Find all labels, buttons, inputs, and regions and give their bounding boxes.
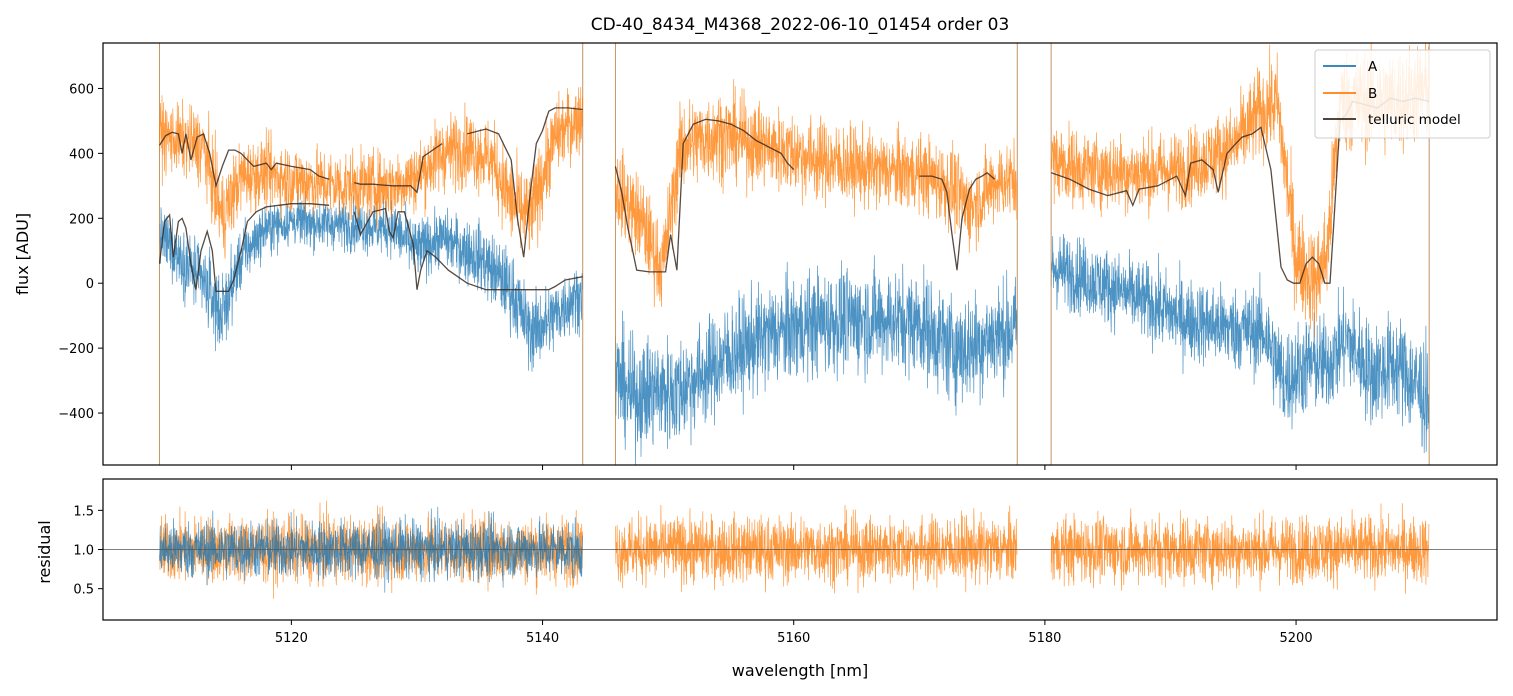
chart-title: CD-40_8434_M4368_2022-06-10_01454 order … [591, 15, 1010, 35]
residual-axis-label: residual [35, 520, 54, 583]
flux-plot-area [158, 43, 1430, 465]
residual-xtick-label: 5120 [275, 631, 308, 646]
residual-plot-area [103, 500, 1497, 599]
legend-box [1314, 49, 1491, 139]
residual-xtick-label: 5200 [1280, 631, 1313, 646]
flux-ytick-label: 0 [86, 277, 94, 292]
residual-ytick-label: 1.0 [73, 544, 94, 559]
flux-ytick-label: 400 [69, 147, 94, 162]
residual-xtick-label: 5140 [526, 631, 559, 646]
telluric-model-line-b [158, 97, 1430, 284]
flux-axis-label: flux [ADU] [13, 213, 32, 295]
legend-label-a: A [1368, 59, 1378, 75]
residual-b-line [159, 500, 1430, 599]
residual-axes: 0.5 1.0 1.5 5120 5140 5160 5180 5200 [73, 478, 1498, 646]
flux-ytick-label: 600 [69, 82, 94, 97]
flux-ytick-label: −400 [58, 407, 94, 422]
legend-label-telluric: telluric model [1368, 112, 1461, 128]
legend: A B telluric model [1314, 49, 1491, 139]
telluric-model-line-a [158, 203, 583, 292]
legend-label-b: B [1368, 86, 1377, 102]
flux-axes-frame [102, 42, 1498, 466]
flux-axes: −400 −200 0 200 400 600 [58, 42, 1498, 470]
wavelength-axis-label: wavelength [nm] [732, 661, 869, 680]
flux-ytick-label: −200 [58, 342, 94, 357]
flux-ytick-label: 200 [69, 212, 94, 227]
residual-ytick-label: 1.5 [73, 504, 94, 519]
residual-ytick-label: 0.5 [73, 583, 94, 598]
residual-xtick-label: 5160 [777, 631, 810, 646]
series-b-line [159, 43, 1430, 338]
series-a-line [159, 189, 1430, 465]
residual-xtick-label: 5180 [1028, 631, 1061, 646]
